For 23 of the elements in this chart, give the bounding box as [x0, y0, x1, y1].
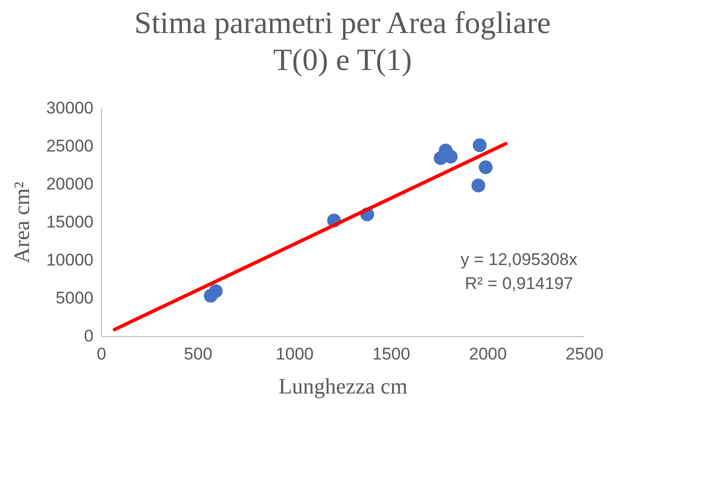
- x-tick-label: 500: [184, 344, 212, 364]
- y-tick-label: 0: [84, 326, 94, 346]
- annotation: y = 12,095308x: [460, 250, 578, 269]
- y-tick-label: 25000: [46, 136, 94, 156]
- y-tick-label: 10000: [46, 250, 94, 270]
- y-tick-label: 20000: [46, 174, 94, 194]
- text: T(0) e T(1): [273, 42, 412, 77]
- x-axis-title: Lunghezza cm: [278, 374, 408, 398]
- y-tick-label: 30000: [46, 98, 94, 118]
- point: [208, 284, 223, 298]
- x-tick-label: 1000: [276, 344, 314, 364]
- text: Stima parametri per Area fogliare: [134, 5, 551, 40]
- annotation: R² = 0,914197: [464, 274, 574, 293]
- x-tick-label: 2000: [468, 344, 507, 364]
- x-tick-label: 1500: [372, 344, 410, 364]
- point: [472, 138, 487, 152]
- x-tick-label: 2500: [566, 344, 604, 364]
- y-axis-title: Area cm²: [9, 181, 34, 264]
- y-tick-label: 15000: [46, 212, 94, 232]
- y-tick-label: 5000: [56, 288, 94, 308]
- point: [478, 160, 493, 174]
- point: [471, 178, 486, 192]
- x-tick-label: 0: [96, 344, 106, 364]
